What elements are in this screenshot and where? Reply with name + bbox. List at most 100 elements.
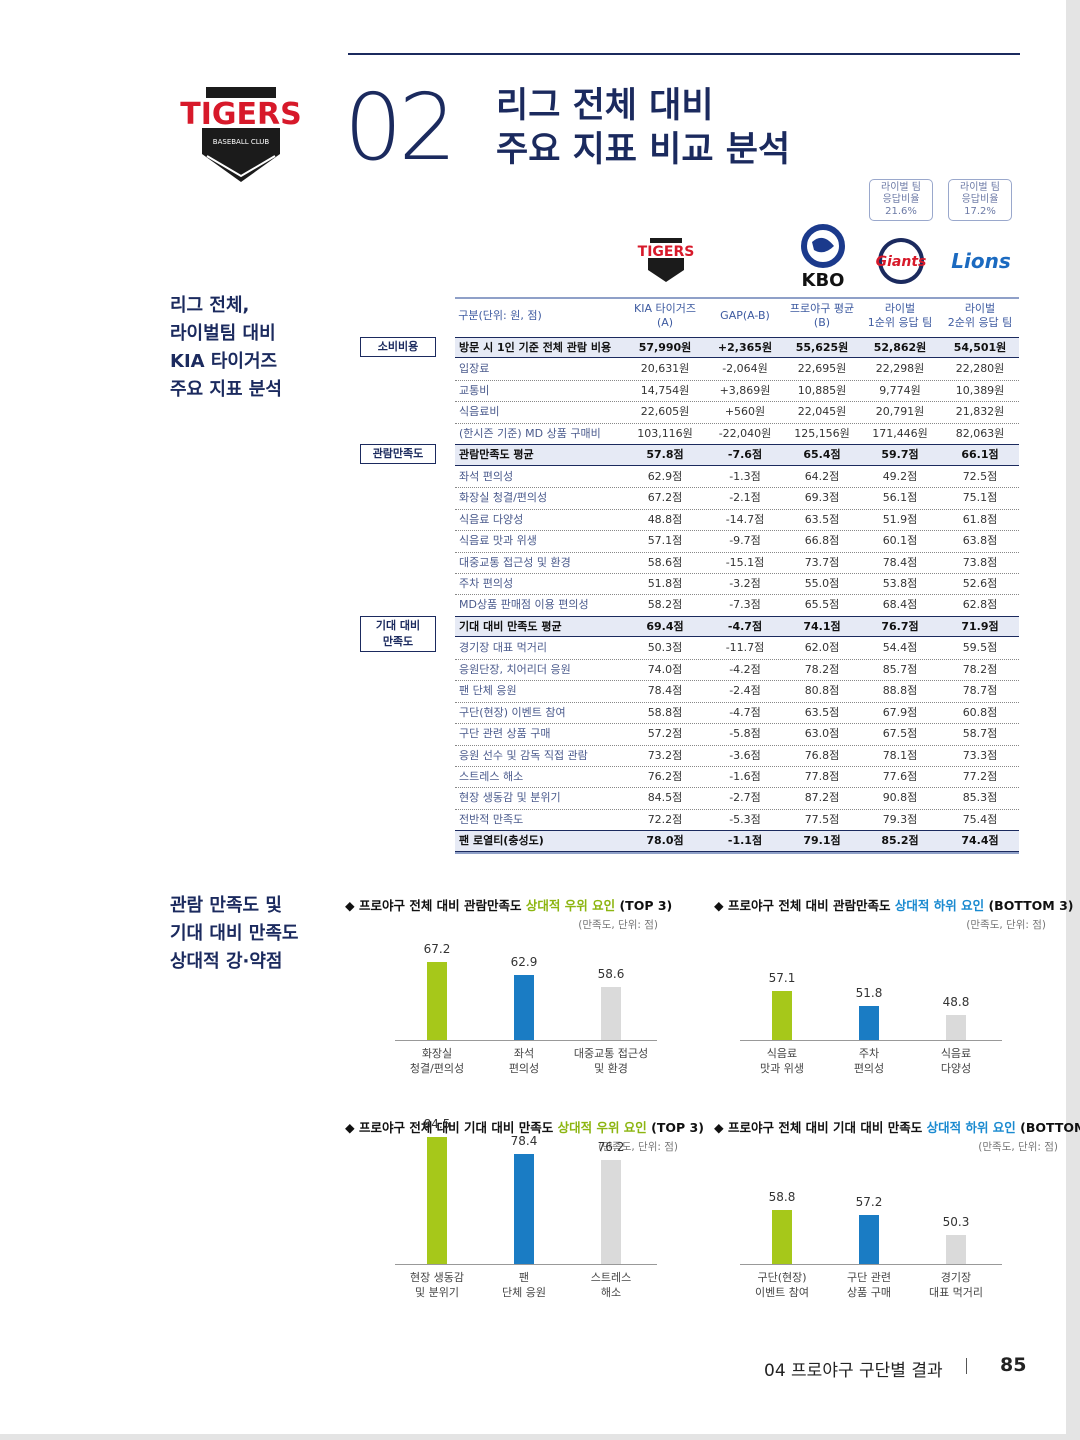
bar [946,1014,966,1040]
table-cell: 52.6점 [962,576,998,590]
row-separator [455,680,1019,682]
table-header: GAP(A-B) [720,309,770,322]
table-header: 라이벌 1순위 응답 팀 [867,302,933,329]
group-label: 소비비용 [360,337,436,357]
table-cell: 65.5점 [804,598,840,612]
table-cell: 63.5점 [804,512,840,526]
table-cell: -2.1점 [729,491,761,505]
row-separator [455,422,1019,424]
table-cell: 84.5점 [647,791,683,805]
section-title: 관람 만족도 및 기대 대비 만족도 상대적 강·약점 [170,895,299,972]
kbo-logo: KBO [801,224,845,290]
table-cell: -4.7점 [729,705,761,719]
table-cell: 87.2점 [804,791,840,805]
chart-title-part: ◆ [345,1120,359,1135]
table-cell: 57.1점 [647,534,683,548]
table-cell: 74.1점 [803,619,841,633]
chart-baseline [395,1264,657,1265]
table-cell: 52,862원 [873,341,927,354]
footer-section: 04 프로야구 구단별 결과 [764,1361,943,1381]
value-label: 48.8 [942,994,970,1009]
table-cell: 58.6점 [647,555,683,569]
table-cell: 22,298원 [875,362,925,376]
page-title: 리그 전체 대비 주요 지표 비교 분석 [496,86,791,170]
table-cell: 64.2점 [804,469,840,483]
table-cell: 85.2점 [881,834,919,848]
table-cell: -1.6점 [729,770,761,783]
table-cell: 62.0점 [804,641,840,655]
row-label: 응원단장, 치어리더 응원 [459,662,571,676]
page-edge [0,1434,1080,1440]
logo-text: KBO [802,270,845,290]
table-cell: 78.2점 [962,662,998,676]
chart-unit: (만족도, 단위: 점) [598,1141,678,1153]
value-label: 58.8 [768,1190,796,1205]
group-label: 기대 대비 만족도 [360,615,436,652]
table-cell: 58.7점 [962,727,998,741]
table-cell: 67.2점 [647,491,683,505]
chart-baseline [740,1264,1002,1265]
category-label: 좌석 편의성 [508,1047,540,1075]
table-cell: 78.7점 [962,684,998,698]
chart-title-part: 프로야구 전체 대비 기대 대비 만족도 [727,1120,923,1135]
table-cell: 77.6점 [882,770,918,783]
section-number: 02 [344,74,457,181]
table-cell: 73.7점 [804,555,840,569]
footer-divider [966,1358,967,1374]
summary-row-bg [455,830,1019,852]
table-cell: 75.4점 [962,812,998,826]
table-cell: -1.3점 [729,469,761,483]
chart-baseline [740,1040,1002,1041]
table-cell: 63.0점 [804,727,840,741]
table-cell: -4.2점 [729,662,761,676]
row-label: 응원 선수 및 감독 직접 관람 [459,748,588,762]
table-cell: 75.1점 [962,491,998,505]
table-cell: 78.4점 [647,684,683,698]
bar [859,1006,879,1040]
row-separator [455,658,1019,660]
table-cell: 22,605원 [640,405,690,419]
table-cell: 51.8점 [647,576,683,590]
category-label: 구단 관련 상품 구매 [847,1271,891,1299]
table-cell: 20,631원 [640,362,690,376]
value-label: 84.5 [423,1116,451,1131]
table-cell: 82,063원 [955,426,1005,440]
summary-row-bg [455,615,1019,638]
value-label: 76.2 [597,1140,625,1155]
bar [601,1160,621,1264]
table-cell: 74.0점 [647,662,683,676]
table-cell: 59.7점 [881,448,919,462]
table-cell: 21,832원 [955,405,1005,419]
table-cell: 65.4점 [803,448,841,462]
table-cell: 78.4점 [882,555,918,569]
row-separator [455,594,1019,596]
chart-unit: (만족도, 단위: 점) [978,1141,1058,1153]
category-label: 구단(현장) 이벤트 참여 [754,1271,810,1299]
table-cell: -7.6점 [727,448,763,462]
chart-title: ◆ 프로야구 전체 대비 관람만족도 상대적 하위 요인 (BOTTOM 3) [714,895,1074,914]
table-cell: 125,156원 [794,426,850,440]
bar [514,1154,534,1264]
top-rule [348,53,1020,55]
table-cell: 57,990원 [638,341,692,354]
table-cell: 10,389원 [955,383,1005,397]
row-label: 관람만족도 평균 [459,448,534,462]
table-cell: 49.2점 [882,469,918,483]
row-label: 방문 시 1인 기준 전체 관람 비용 [459,341,612,354]
bar [772,991,792,1040]
table-cell: 90.8점 [882,791,918,805]
table-cell: -3.6점 [729,748,761,762]
table-cell: 58.2점 [647,598,683,612]
category-label: 팬 단체 응원 [502,1271,546,1299]
row-label: 주차 편의성 [459,576,514,590]
group-label: 관람만족도 [360,444,436,465]
table-header: 프로야구 평균 (B) [789,302,855,329]
table-cell: 57.8점 [646,448,684,462]
value-label: 51.8 [855,986,883,1001]
table-cell: 78.2점 [804,662,840,676]
bar [859,1214,879,1264]
table-cell: 78.0점 [646,834,684,848]
table-cell: 79.1점 [803,834,841,848]
row-label: 교통비 [459,383,490,397]
table-cell: 66.8점 [804,534,840,548]
